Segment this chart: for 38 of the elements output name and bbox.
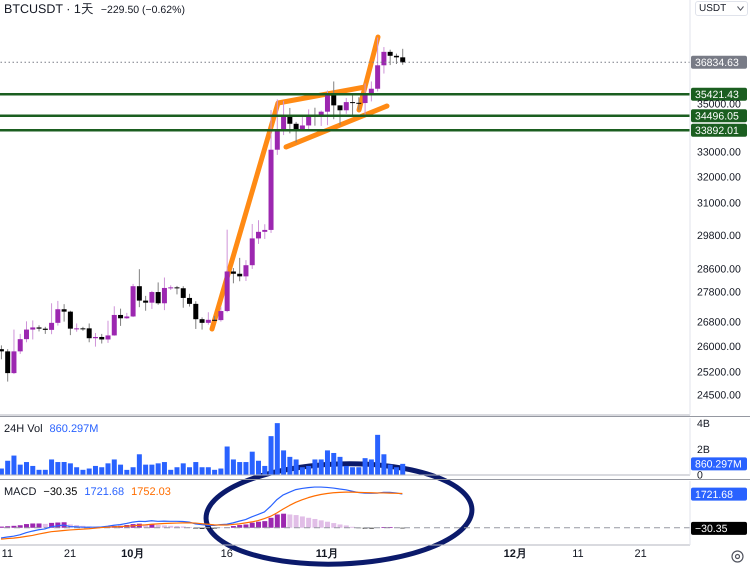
y-tick-label: 27800.00 bbox=[697, 286, 741, 298]
y-tick-label: 25200.00 bbox=[697, 366, 741, 378]
y-tick-label: 35000.00 bbox=[697, 98, 741, 111]
x-tick-label: 11 bbox=[572, 548, 584, 560]
y-tick-label: −30.35 bbox=[695, 523, 728, 536]
chart-title: MACD bbox=[4, 485, 36, 499]
x-tick-label: 16 bbox=[220, 548, 233, 560]
text: 1721.68 bbox=[84, 485, 124, 499]
x-tick-label: 10月 bbox=[121, 548, 144, 560]
y-tick-label: 2B bbox=[697, 444, 710, 456]
y-tick-label: 33000.00 bbox=[697, 146, 741, 159]
text: 1752.03 bbox=[131, 485, 171, 499]
y-tick-label: 29800.00 bbox=[697, 230, 741, 242]
ref-line-label: 36834.63 bbox=[695, 56, 739, 69]
text: 860.297M bbox=[50, 422, 98, 436]
chart-title: 24H Vol bbox=[4, 422, 43, 436]
y-tick-label: 26000.00 bbox=[697, 341, 741, 354]
y-axis-title: USDT bbox=[699, 2, 726, 14]
y-tick-label: 26800.00 bbox=[697, 316, 741, 328]
ref-line-label: 35421.43 bbox=[695, 88, 739, 101]
x-tick-label: 21 bbox=[64, 548, 76, 560]
chart-title: BTCUSDT · 1天 bbox=[4, 2, 94, 16]
x-tick-label: 11 bbox=[2, 548, 14, 560]
chart-subtitle: −229.50 (−0.62%) bbox=[100, 3, 185, 17]
y-tick-label: 4B bbox=[697, 418, 710, 430]
y-tick-label: 1721.68 bbox=[695, 488, 734, 501]
y-tick-label: 31000.00 bbox=[697, 198, 741, 210]
text: 860.297M bbox=[695, 458, 742, 471]
y-tick-label: 0 bbox=[697, 470, 703, 482]
y-tick-label: 24500.00 bbox=[697, 389, 741, 402]
ref-line-label: 33892.01 bbox=[695, 124, 739, 137]
ref-line-label: 34496.05 bbox=[695, 110, 739, 122]
x-tick-label: 21 bbox=[634, 548, 647, 560]
x-tick-label: 11月 bbox=[316, 548, 338, 560]
text: −30.35 bbox=[43, 485, 78, 499]
y-tick-label: 32000.00 bbox=[697, 172, 741, 184]
y-tick-label: 28600.00 bbox=[697, 263, 741, 276]
x-tick-label: 12月 bbox=[504, 548, 527, 560]
